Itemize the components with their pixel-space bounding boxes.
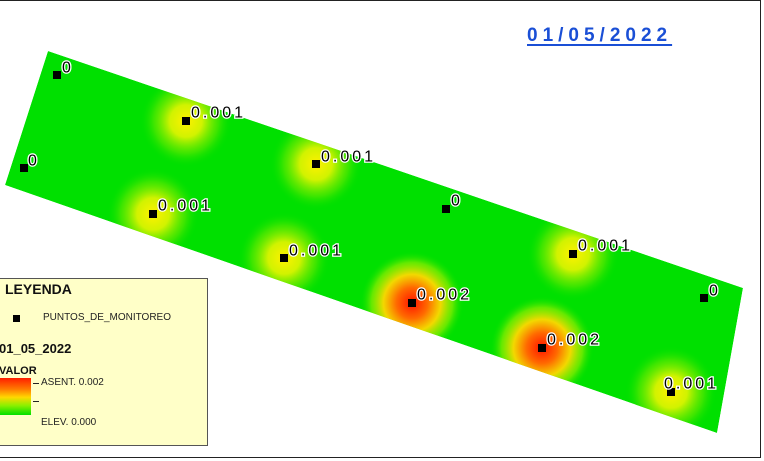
legend-min-label: ELEV. 0.000 <box>41 417 97 428</box>
monitoring-point-label: 0 <box>28 152 40 169</box>
ramp-min-tick <box>33 401 39 402</box>
map-date-title: 01/05/2022 <box>527 25 673 46</box>
ramp-max-tick <box>33 383 39 384</box>
monitoring-point-label: 0 <box>709 282 721 299</box>
monitoring-point-marker[interactable] <box>667 388 675 396</box>
monitoring-point-label: 0.001 <box>289 242 344 259</box>
monitoring-point-marker[interactable] <box>312 160 320 168</box>
monitoring-point-label: 0.002 <box>417 286 472 303</box>
monitoring-point-marker[interactable] <box>149 210 157 218</box>
monitoring-points-layer: 0 0.001 0 0.001 0.001 0 0.001 0.002 0.001 0.002 0 0… <box>20 58 721 396</box>
color-ramp-swatch <box>0 378 31 415</box>
monitoring-point-marker[interactable] <box>53 71 61 79</box>
legend-points-label: PUNTOS_DE_MONITOREO <box>43 312 171 323</box>
monitoring-point-marker[interactable] <box>569 250 577 258</box>
monitoring-point-marker[interactable] <box>182 117 190 125</box>
monitoring-point-label: 0.001 <box>158 197 213 214</box>
monitoring-point-marker[interactable] <box>700 294 708 302</box>
legend-panel: LEYENDA PUNTOS_DE_MONITOREO 01_05_2022 V… <box>0 278 208 446</box>
monitoring-point-marker[interactable] <box>20 164 28 172</box>
monitoring-point-label: 0.001 <box>578 237 633 254</box>
legend-max-label: ASENT. 0.002 <box>41 377 104 388</box>
square-point-icon <box>13 315 20 322</box>
monitoring-point-label: 0 <box>62 59 74 76</box>
monitoring-point-label: 0 <box>451 192 463 209</box>
monitoring-point-marker[interactable] <box>408 299 416 307</box>
monitoring-point-marker[interactable] <box>538 344 546 352</box>
monitoring-point-marker[interactable] <box>442 205 450 213</box>
monitoring-point-label: 0.002 <box>547 331 602 348</box>
legend-title: LEYENDA <box>5 281 72 297</box>
monitoring-point-label: 0.001 <box>191 104 246 121</box>
legend-field-label: VALOR <box>0 365 37 377</box>
monitoring-point-label: 0.001 <box>664 375 719 392</box>
monitoring-point-label: 0.001 <box>321 148 376 165</box>
legend-raster-layer-label: 01_05_2022 <box>0 341 72 356</box>
monitoring-point-marker[interactable] <box>280 254 288 262</box>
